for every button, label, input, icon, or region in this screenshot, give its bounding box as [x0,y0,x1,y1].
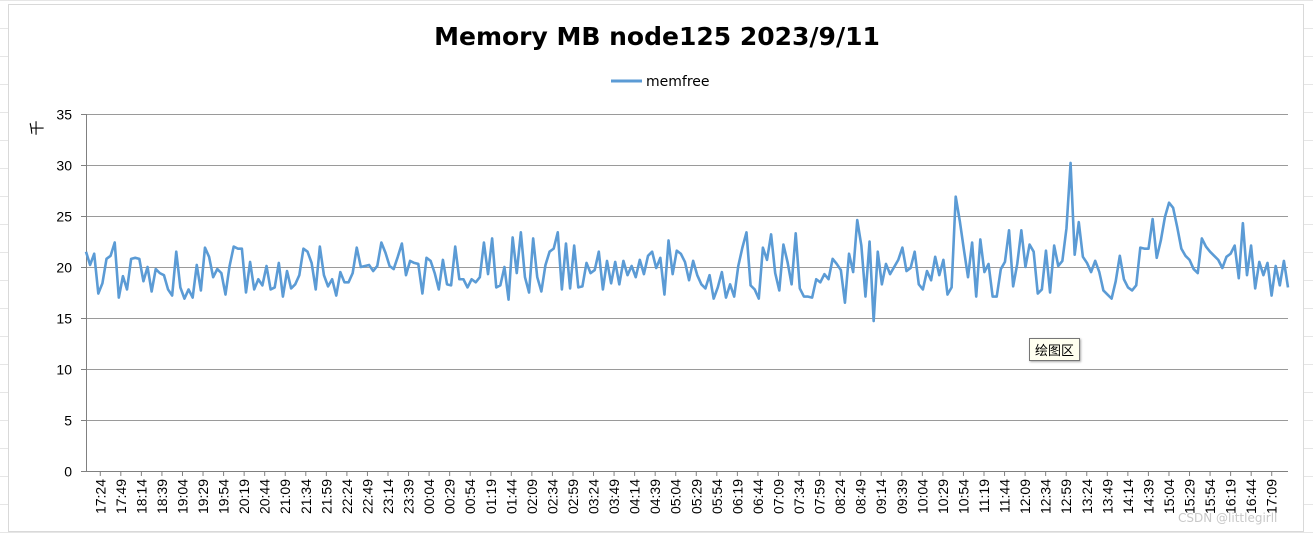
x-tick-label: 00:04 [421,479,437,514]
x-tick-label: 12:59 [1058,479,1074,514]
watermark: CSDN @littlegirll [1178,511,1278,525]
x-tick-label: 18:14 [133,479,149,514]
x-tick-label: 02:34 [544,479,560,514]
gridlines [86,114,1288,472]
x-tick-label: 03:24 [586,479,602,514]
x-tick-label: 01:44 [503,479,519,514]
x-tick-label: 23:14 [380,479,396,514]
x-tick-label: 00:29 [442,479,458,514]
x-tick-label: 04:14 [627,479,643,514]
x-tick-label: 19:29 [195,479,211,514]
x-tick-label: 08:24 [832,479,848,514]
x-tick-label: 21:09 [277,479,293,514]
x-tick-label: 02:09 [524,479,540,514]
y-axis-unit-label: 千 [28,120,46,135]
series-line-memfree[interactable] [84,161,1290,323]
x-tick-label: 13:24 [1079,479,1095,514]
x-axis-ticks: 17:24 17:49 18:14 18:39 19:04 19:29 19:54 20:19… [92,471,1280,514]
x-tick-label: 14:39 [1140,479,1156,514]
x-tick-label: 20:19 [236,479,252,514]
y-axis-ticks: 0 5 10 15 20 25 30 35 [56,107,86,480]
x-tick-label: 11:44 [997,479,1013,513]
x-tick-label: 20:44 [257,479,273,514]
x-tick-label: 06:19 [729,479,745,514]
y-tick-label: 0 [64,464,72,480]
x-tick-label: 14:14 [1120,479,1136,514]
x-tick-label: 13:49 [1099,479,1115,514]
x-tick-label: 22:24 [339,479,355,514]
x-tick-label: 10:29 [935,479,951,514]
x-tick-label: 05:04 [668,479,684,514]
x-tick-label: 01:19 [483,479,499,514]
x-tick-label: 07:09 [770,479,786,514]
x-tick-label: 19:54 [216,479,232,514]
x-tick-label: 21:34 [298,479,314,514]
x-tick-label: 17:24 [92,479,108,514]
x-tick-label: 09:14 [873,479,889,514]
x-tick-label: 03:49 [606,479,622,514]
chart-legend[interactable]: memfree [611,74,710,90]
plot-area[interactable] [84,161,1290,323]
x-tick-label: 08:49 [853,479,869,514]
y-tick-label: 10 [56,362,72,378]
x-tick-label: 06:44 [750,479,766,514]
x-tick-label: 16:44 [1243,479,1259,514]
x-tick-label: 21:59 [318,479,334,514]
x-tick-label: 23:39 [401,479,417,514]
x-tick-label: 15:04 [1161,479,1177,514]
x-tick-label: 15:29 [1182,479,1198,514]
x-tick-label: 04:39 [647,479,663,514]
x-tick-label: 05:54 [709,479,725,514]
y-tick-label: 15 [56,311,72,327]
y-tick-label: 25 [56,209,72,225]
x-tick-label: 10:04 [914,479,930,514]
x-tick-label: 09:39 [894,479,910,514]
x-tick-label: 18:39 [154,479,170,514]
y-tick-label: 30 [56,158,72,174]
x-tick-label: 17:09 [1264,479,1280,514]
x-tick-label: 22:49 [359,479,375,514]
x-tick-label: 02:59 [565,479,581,514]
legend-label-memfree: memfree [646,74,710,90]
x-tick-label: 07:34 [791,479,807,514]
x-tick-label: 12:34 [1038,479,1054,514]
x-tick-label: 19:04 [174,479,190,514]
x-tick-label: 12:09 [1017,479,1033,514]
x-tick-label: 07:59 [812,479,828,514]
x-tick-label: 05:29 [688,479,704,514]
y-tick-label: 20 [56,260,72,276]
x-tick-label: 11:19 [976,479,992,513]
plot-area-tooltip: 绘图区 [1029,338,1081,361]
y-tick-label: 35 [56,107,72,123]
x-tick-label: 16:19 [1223,479,1239,514]
chart-title: Memory MB node125 2023/9/11 [434,22,880,51]
x-tick-label: 00:54 [462,479,478,514]
x-tick-label: 10:54 [955,479,971,514]
y-tick-label: 5 [64,413,72,429]
x-tick-label: 15:54 [1202,479,1218,514]
x-tick-label: 17:49 [113,479,129,514]
